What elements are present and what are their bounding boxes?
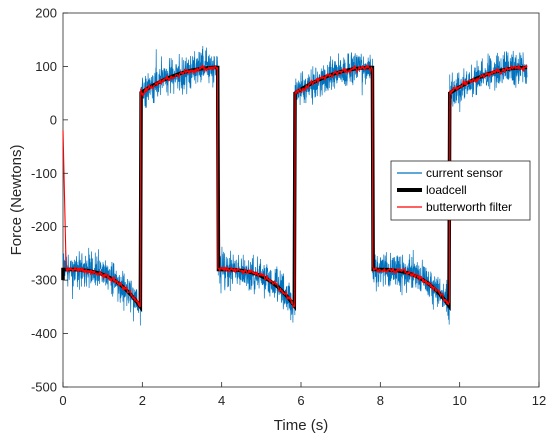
current-sensor-line <box>62 45 528 326</box>
y-tick-label: 200 <box>35 6 57 21</box>
y-tick-label: -100 <box>31 166 57 181</box>
legend-label-butterworth-filter: butterworth filter <box>426 200 512 214</box>
x-tick-label: 8 <box>377 393 384 408</box>
legend: current sensor loadcell butterworth filt… <box>390 160 531 221</box>
butterworth-filter-line <box>62 64 528 309</box>
y-tick-label: 0 <box>50 112 57 127</box>
x-tick-label: 2 <box>139 393 146 408</box>
y-axis: -500 -400 -300 -200 -100 0 100 200 <box>31 6 68 395</box>
y-tick-label: -200 <box>31 219 57 234</box>
x-tick-label: 10 <box>452 393 466 408</box>
y-tick-label: -500 <box>31 380 57 395</box>
x-axis-label: Time (s) <box>274 417 328 434</box>
x-tick-label: 12 <box>532 393 546 408</box>
legend-label-loadcell: loadcell <box>426 183 467 197</box>
series-butterworth-filter <box>62 64 528 309</box>
x-tick-label: 0 <box>59 393 66 408</box>
y-tick-label: -300 <box>31 273 57 288</box>
x-axis: 0 2 4 6 8 10 12 <box>59 382 546 408</box>
y-axis-label: Force (Newtons) <box>8 145 25 256</box>
y-tick-label: 100 <box>35 59 57 74</box>
x-tick-label: 4 <box>218 393 225 408</box>
series-current-sensor <box>62 45 528 326</box>
y-tick-label: -400 <box>31 326 57 341</box>
legend-label-current-sensor: current sensor <box>426 166 503 180</box>
x-tick-label: 6 <box>297 393 304 408</box>
